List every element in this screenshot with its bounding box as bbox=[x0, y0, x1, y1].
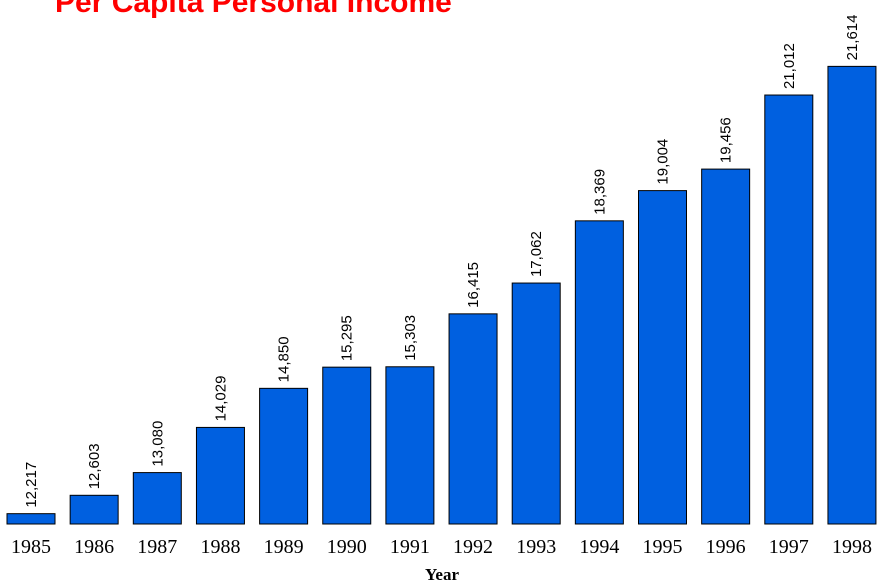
value-label: 17,062 bbox=[528, 231, 545, 277]
value-label: 15,295 bbox=[339, 315, 356, 361]
x-tick-label: 1992 bbox=[453, 536, 493, 558]
value-label: 16,415 bbox=[465, 262, 482, 308]
value-label: 12,217 bbox=[23, 462, 40, 508]
x-tick-label: 1988 bbox=[200, 536, 240, 558]
value-label: 14,029 bbox=[212, 376, 229, 422]
x-tick-label: 1993 bbox=[516, 536, 556, 558]
bar bbox=[195, 426, 245, 525]
bar bbox=[511, 282, 561, 525]
x-axis-title: Year bbox=[425, 565, 459, 584]
value-label: 18,369 bbox=[591, 169, 608, 215]
bar bbox=[259, 387, 309, 525]
bar bbox=[69, 494, 119, 525]
bar bbox=[701, 168, 751, 525]
value-label: 15,303 bbox=[402, 315, 419, 361]
x-tick-label: 1991 bbox=[390, 536, 430, 558]
chart-title: Per Capita Personal Income bbox=[55, 0, 452, 19]
value-label: 19,456 bbox=[718, 117, 735, 163]
bar bbox=[764, 94, 814, 525]
x-tick-label: 1989 bbox=[264, 536, 304, 558]
x-tick-label: 1986 bbox=[74, 536, 114, 558]
x-tick-label: 1985 bbox=[11, 536, 51, 558]
value-label: 12,603 bbox=[86, 443, 103, 489]
value-label: 21,012 bbox=[781, 43, 798, 89]
value-label: 13,080 bbox=[149, 421, 166, 467]
value-label: 14,850 bbox=[276, 336, 293, 382]
value-label: 19,004 bbox=[655, 139, 672, 185]
value-label: 21,614 bbox=[844, 14, 861, 60]
bar bbox=[574, 220, 624, 525]
bar bbox=[322, 366, 372, 525]
x-tick-label: 1995 bbox=[643, 536, 683, 558]
bar bbox=[448, 313, 498, 525]
x-tick-label: 1990 bbox=[327, 536, 367, 558]
x-tick-label: 1994 bbox=[579, 536, 619, 558]
x-tick-label: 1998 bbox=[832, 536, 872, 558]
bar bbox=[132, 472, 182, 525]
x-tick-label: 1997 bbox=[769, 536, 809, 558]
x-tick-label: 1996 bbox=[706, 536, 746, 558]
bar bbox=[6, 513, 56, 525]
bar bbox=[385, 366, 435, 525]
bar bbox=[827, 65, 877, 525]
bar bbox=[638, 190, 687, 525]
x-tick-label: 1987 bbox=[137, 536, 177, 558]
